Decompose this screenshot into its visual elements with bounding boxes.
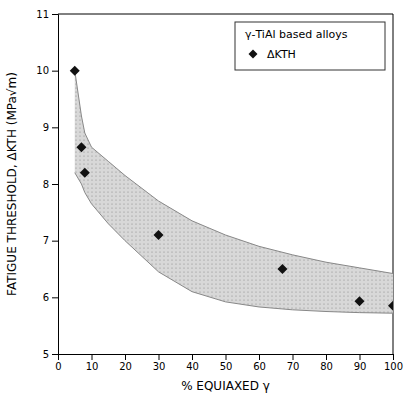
frame xyxy=(58,14,393,15)
point xyxy=(388,301,393,311)
tick-mark xyxy=(52,241,58,242)
tick: 10 xyxy=(36,65,58,76)
tick-mark xyxy=(226,354,227,360)
tick: 90 xyxy=(354,354,367,372)
tick-label: 7 xyxy=(43,235,49,246)
tick-label: 80 xyxy=(320,361,333,372)
tick-label: 70 xyxy=(287,361,300,372)
tick-mark xyxy=(52,71,58,72)
plot: 0 10 20 30 40 50 60 70 80 90 100 5 6 7 8 9 10 11 γ-TiAl ba… xyxy=(36,9,403,372)
tick: 6 xyxy=(43,292,58,303)
tick: 9 xyxy=(43,122,58,133)
tick-label: 20 xyxy=(119,361,132,372)
tick: 20 xyxy=(119,354,132,372)
y-axis: 5 6 7 8 9 10 11 xyxy=(36,9,58,360)
tick-label: 90 xyxy=(354,361,367,372)
tick: 11 xyxy=(36,9,58,20)
tick-mark xyxy=(52,297,58,298)
band-upper-line xyxy=(75,71,393,274)
x-axis-label: % EQUIAXED γ xyxy=(181,379,270,393)
tick-label: 10 xyxy=(86,361,99,372)
axis-line xyxy=(59,355,394,361)
legend-label: ΔKTH xyxy=(267,48,296,61)
tick: 100 xyxy=(384,354,403,372)
tick-mark xyxy=(52,354,58,355)
tick-label: 100 xyxy=(384,361,403,372)
tick-label: 8 xyxy=(43,179,49,190)
tick-label: 60 xyxy=(253,361,266,372)
tick-label: 30 xyxy=(153,361,166,372)
tick-label: 6 xyxy=(43,292,49,303)
band xyxy=(75,71,393,314)
tick-mark xyxy=(52,127,58,128)
tick-label: 10 xyxy=(36,65,49,76)
tick-mark xyxy=(293,354,294,360)
legend-box xyxy=(235,22,385,70)
tick-mark xyxy=(159,354,160,360)
point xyxy=(154,230,164,240)
tick: 50 xyxy=(220,354,233,372)
legend-title: γ-TiAl based alloys xyxy=(245,28,348,41)
tick-label: 11 xyxy=(36,9,49,20)
band-lower-line xyxy=(75,173,393,314)
tick-mark xyxy=(259,354,260,360)
tick-mark xyxy=(125,354,126,360)
x-axis: 0 10 20 30 40 50 60 70 80 90 100 xyxy=(55,354,403,372)
point xyxy=(76,142,86,152)
tick: 10 xyxy=(86,354,99,372)
tick-label: 0 xyxy=(55,361,61,372)
tick-label: 9 xyxy=(43,122,49,133)
tick-label: 5 xyxy=(43,349,49,360)
tick: 60 xyxy=(253,354,266,372)
tick-mark xyxy=(393,354,394,360)
tick-mark xyxy=(52,184,58,185)
point xyxy=(80,168,90,178)
tick-mark xyxy=(326,354,327,360)
y-axis-label: FATIGUE THRESHOLD, ΔKTH (MPa√m) xyxy=(5,72,19,296)
tick: 70 xyxy=(287,354,300,372)
tick: 8 xyxy=(43,179,58,190)
point xyxy=(277,264,287,274)
tick: 80 xyxy=(320,354,333,372)
tick: 5 xyxy=(43,349,58,360)
point xyxy=(355,296,365,306)
tick: 7 xyxy=(43,235,58,246)
chart: 0 10 20 30 40 50 60 70 80 90 100 5 6 7 8 9 10 11 γ-TiAl ba… xyxy=(0,0,409,400)
data-area xyxy=(70,66,393,314)
tick-mark xyxy=(52,14,58,15)
axis-line xyxy=(52,15,59,355)
legend-marker xyxy=(249,50,258,59)
tick: 0 xyxy=(55,354,61,372)
tick: 30 xyxy=(153,354,166,372)
tick-mark xyxy=(92,354,93,360)
tick-label: 50 xyxy=(220,361,233,372)
point xyxy=(70,66,80,76)
tick-mark xyxy=(192,354,193,360)
tick-label: 40 xyxy=(186,361,199,372)
legend: γ-TiAl based alloys ΔKTH xyxy=(235,22,385,70)
tick-mark xyxy=(360,354,361,360)
tick: 40 xyxy=(186,354,199,372)
